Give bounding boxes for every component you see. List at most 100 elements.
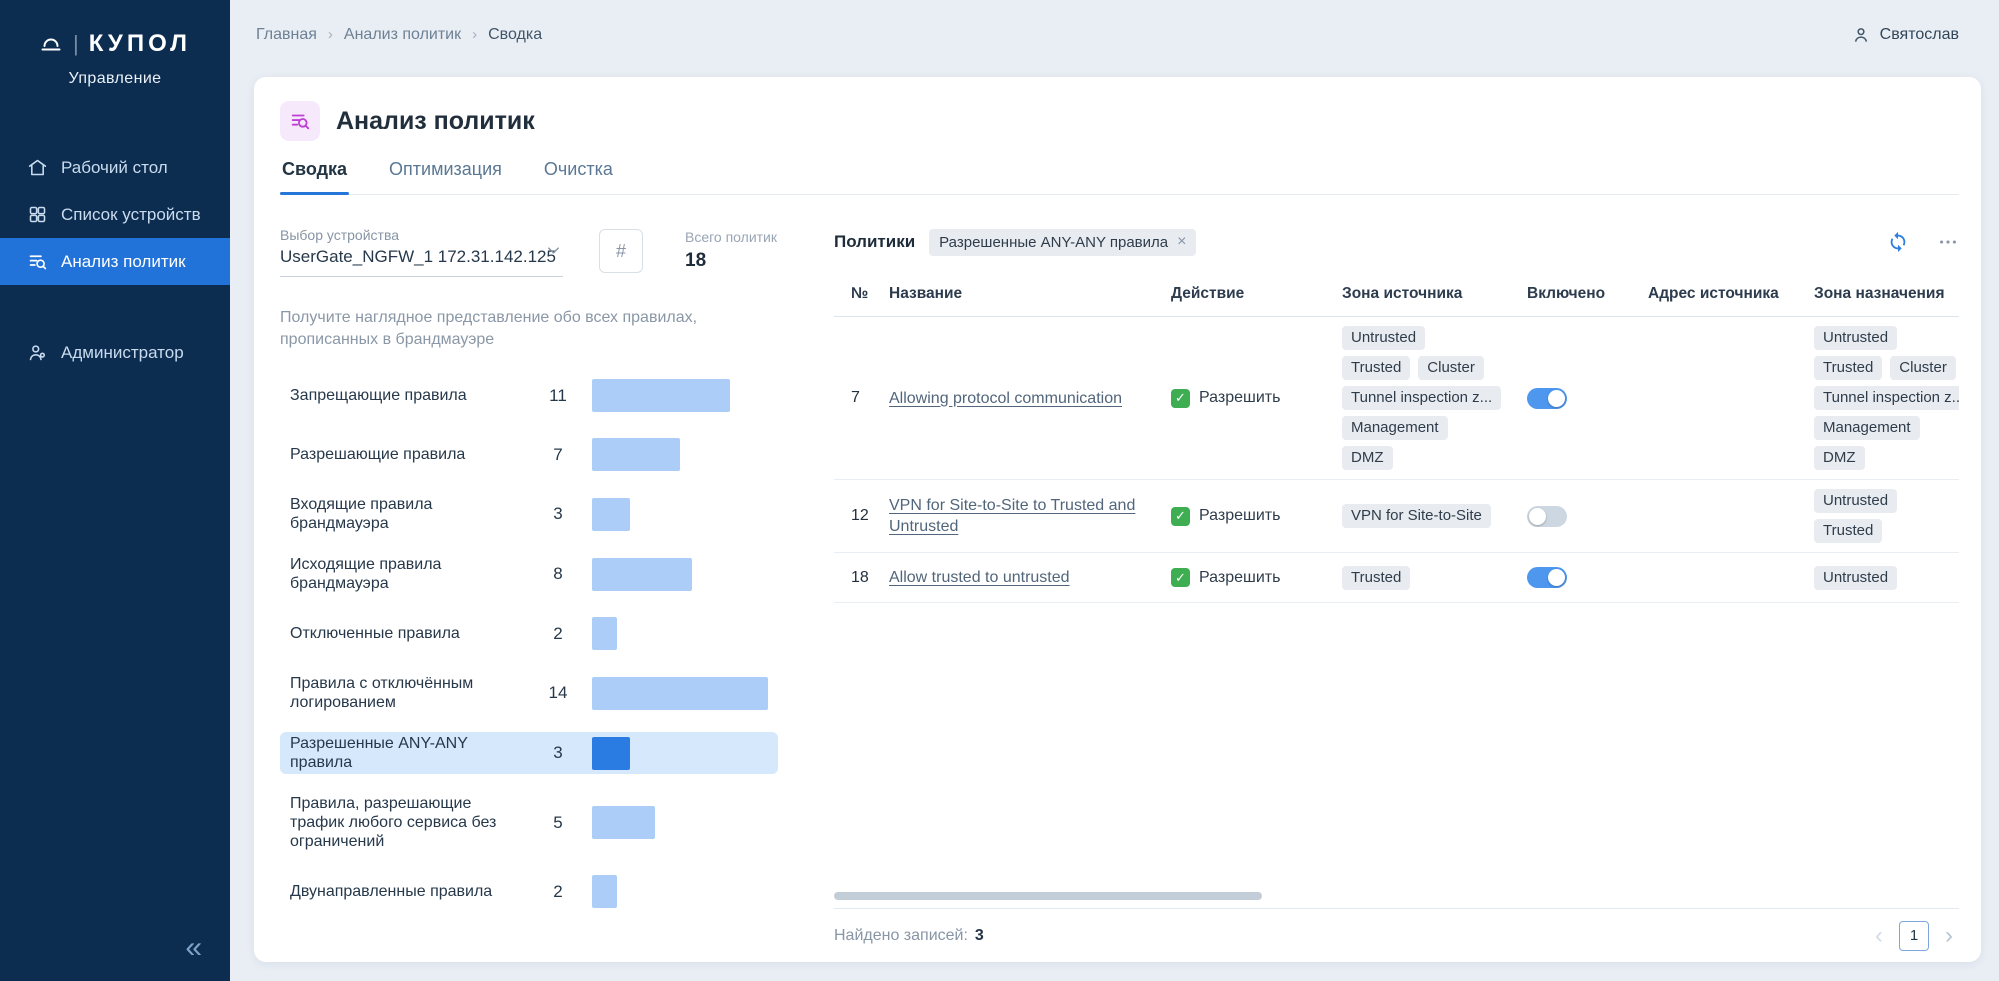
policy-name-link[interactable]: Allow trusted to untrusted xyxy=(889,569,1070,586)
page-title: Анализ политик xyxy=(336,107,535,136)
policy-action-label: Разрешить xyxy=(1199,389,1280,407)
sidebar-collapse-button[interactable]: « xyxy=(185,933,202,963)
prev-page-icon[interactable]: ‹ xyxy=(1875,924,1883,948)
policy-table-header: №НазваниеДействиеЗона источникаВключеноА… xyxy=(834,275,1959,317)
chart-row-9[interactable]: Двунаправленные правила2 xyxy=(280,871,778,912)
sidebar-item-administrator[interactable]: Администратор xyxy=(0,329,230,376)
source-zones-cell: UntrustedTrustedClusterTunnel inspection… xyxy=(1342,323,1527,473)
breadcrumb-item-3[interactable]: Сводка xyxy=(488,26,542,44)
zone-tag-list: UntrustedTrustedClusterTunnel inspection… xyxy=(1814,323,1945,473)
zone-tag-list: VPN for Site-to-Site xyxy=(1342,501,1513,531)
chart-row-5[interactable]: Отключенные правила2 xyxy=(280,613,778,654)
chart-bar-track xyxy=(592,806,768,839)
zone-tag: Management xyxy=(1814,416,1920,440)
breadcrumb-item-1[interactable]: Главная xyxy=(256,26,317,44)
user-icon xyxy=(1851,25,1871,45)
chart-value: 7 xyxy=(538,445,578,465)
chart-row-8[interactable]: Правила, разрешающие трафик любого серви… xyxy=(280,792,778,853)
found-records-label: Найдено записей: xyxy=(834,927,968,945)
toggle-knob xyxy=(1548,569,1565,586)
enabled-toggle[interactable] xyxy=(1527,567,1567,588)
more-options-button[interactable] xyxy=(1937,231,1959,253)
rules-bar-chart: Запрещающие правила11 Разрешающие правила… xyxy=(280,375,778,930)
chart-bar xyxy=(592,617,617,650)
chart-value: 3 xyxy=(538,743,578,763)
source-zones-cell: Trusted xyxy=(1342,563,1527,593)
page-card: Анализ политик СводкаОптимизацияОчистка … xyxy=(254,77,1981,962)
policy-action-label: Разрешить xyxy=(1199,507,1280,525)
policy-action: ✓Разрешить xyxy=(1171,568,1280,587)
chart-row-3[interactable]: Входящие правила брандмауэра3 xyxy=(280,493,778,535)
refresh-button[interactable] xyxy=(1887,231,1909,253)
sidebar-item-label: Рабочий стол xyxy=(61,158,168,178)
hash-toggle-button[interactable]: # xyxy=(599,229,643,273)
policy-name-cell: Allowing protocol communication xyxy=(889,388,1171,409)
breadcrumb-item-2[interactable]: Анализ политик xyxy=(344,26,461,44)
chip-close-icon[interactable]: × xyxy=(1177,234,1186,250)
chart-row-7[interactable]: Разрешенные ANY-ANY правила3 xyxy=(280,732,778,774)
sidebar-item-desktop[interactable]: Рабочий стол xyxy=(0,144,230,191)
chart-category-label: Правила с отключённым логированием xyxy=(290,674,524,712)
chart-bar xyxy=(592,558,692,591)
zone-tag: Cluster xyxy=(1890,356,1956,380)
zone-tag-line: TrustedCluster xyxy=(1814,356,1945,380)
zone-tag: DMZ xyxy=(1814,446,1865,470)
policy-number-cell: 12 xyxy=(851,507,889,525)
zone-tag-list: UntrustedTrustedClusterTunnel inspection… xyxy=(1342,323,1513,473)
zone-tag-line: Untrusted xyxy=(1814,566,1945,590)
chart-row-1[interactable]: Запрещающие правила11 xyxy=(280,375,778,416)
enabled-toggle[interactable] xyxy=(1527,388,1567,409)
chart-row-4[interactable]: Исходящие правила брандмауэра8 xyxy=(280,553,778,595)
chart-bar xyxy=(592,875,617,908)
tab-bar: Сводка Оптимизация Очистка xyxy=(280,149,1959,195)
device-select[interactable]: Выбор устройства UserGate_NGFW_1 172.31.… xyxy=(280,227,563,277)
chart-category-label: Отключенные правила xyxy=(290,624,524,643)
policy-name-link[interactable]: Allowing protocol communication xyxy=(889,390,1122,407)
breadcrumb-separator-icon: › xyxy=(328,26,333,43)
chart-value: 14 xyxy=(538,683,578,703)
tab-cleanup[interactable]: Очистка xyxy=(542,149,615,194)
policy-name-link[interactable]: VPN for Site-to-Site to Trusted and Untr… xyxy=(889,497,1135,535)
zone-tag-line: Trusted xyxy=(1342,566,1513,590)
chart-row-2[interactable]: Разрешающие правила7 xyxy=(280,434,778,475)
next-page-icon[interactable]: › xyxy=(1945,924,1953,948)
chart-bar-track xyxy=(592,379,768,412)
policy-name-cell: Allow trusted to untrusted xyxy=(889,567,1171,588)
filter-chip[interactable]: Разрешенные ANY-ANY правила × xyxy=(929,229,1196,256)
brand: | КУПОЛ xyxy=(0,0,230,58)
tab-optimization[interactable]: Оптимизация xyxy=(387,149,504,194)
sidebar-item-devices[interactable]: Список устройств xyxy=(0,191,230,238)
pagination: ‹ 1 › xyxy=(1875,921,1959,951)
zone-tag-line: DMZ xyxy=(1814,446,1945,470)
dest-zones-cell: UntrustedTrustedClusterTunnel inspection… xyxy=(1814,323,1959,473)
enabled-toggle[interactable] xyxy=(1527,506,1567,527)
chart-category-label: Исходящие правила брандмауэра xyxy=(290,555,524,593)
sidebar-item-policy-analysis[interactable]: Анализ политик xyxy=(0,238,230,285)
zone-tag: Management xyxy=(1342,416,1448,440)
policies-panel: Политики Разрешенные ANY-ANY правила × №… xyxy=(834,227,1959,962)
chart-value: 2 xyxy=(538,882,578,902)
zone-tag: Trusted xyxy=(1342,566,1410,590)
tab-summary[interactable]: Сводка xyxy=(280,149,349,194)
brand-divider: | xyxy=(73,31,79,57)
zone-tag: Trusted xyxy=(1814,519,1882,543)
user-name: Святослав xyxy=(1880,26,1959,44)
chart-row-6[interactable]: Правила с отключённым логированием 14 xyxy=(280,672,778,714)
summary-description: Получите наглядное представление обо все… xyxy=(280,307,720,351)
chart-bar-track xyxy=(592,875,768,908)
horizontal-scrollbar-thumb[interactable] xyxy=(834,892,1262,900)
zone-tag: Tunnel inspection z... xyxy=(1342,386,1501,410)
zone-tag-line: Tunnel inspection z... xyxy=(1814,386,1945,410)
chart-value: 3 xyxy=(538,504,578,524)
page-header: Анализ политик xyxy=(280,101,1959,141)
user-menu[interactable]: Святослав xyxy=(1851,25,1959,45)
policy-action-label: Разрешить xyxy=(1199,569,1280,587)
dest-zones-cell: UntrustedTrusted xyxy=(1814,486,1959,546)
zone-tag-line: Tunnel inspection z... xyxy=(1342,386,1513,410)
total-policies: Всего политик 18 xyxy=(685,229,777,272)
chart-bar-track xyxy=(592,677,768,710)
chart-bar-track xyxy=(592,737,768,770)
page-number-button[interactable]: 1 xyxy=(1899,921,1929,951)
allow-check-icon: ✓ xyxy=(1171,389,1190,408)
chart-bar xyxy=(592,498,630,531)
